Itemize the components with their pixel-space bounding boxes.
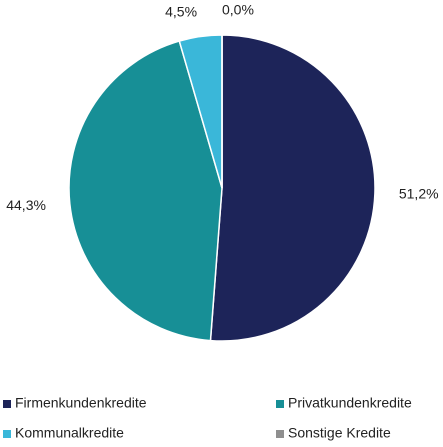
legend-swatch [276, 400, 284, 408]
data-label: 51,2% [399, 185, 439, 201]
legend-label: Kommunalkredite [15, 425, 124, 441]
data-label: 44,3% [6, 197, 46, 213]
pie-slice [68, 40, 223, 342]
legend-swatch [3, 430, 11, 438]
legend-swatch [3, 400, 11, 408]
legend-swatch [276, 430, 284, 438]
data-label: 0,0% [222, 2, 254, 18]
legend-label: Privatkundenkredite [288, 395, 412, 411]
legend-label: Sonstige Kredite [288, 425, 391, 441]
legend-label: Firmenkundenkredite [15, 395, 147, 411]
data-label: 4,5% [165, 3, 197, 19]
pie-slice [209, 34, 376, 342]
